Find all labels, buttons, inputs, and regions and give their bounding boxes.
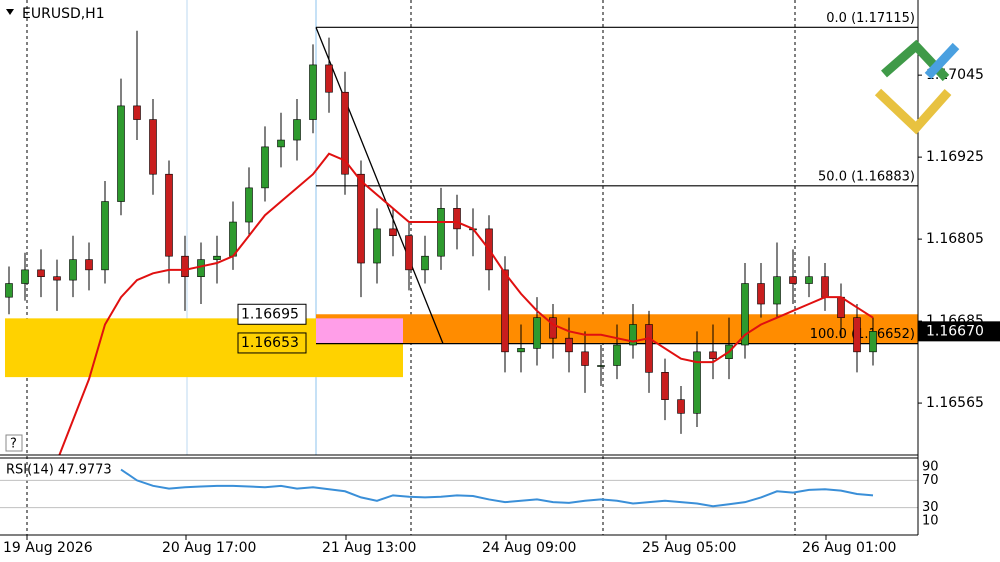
candle-body — [37, 269, 45, 277]
menu-arrow[interactable] — [6, 9, 14, 15]
x-tick-label: 21 Aug 13:00 — [322, 540, 416, 556]
y-tick-label: 1.16925 — [926, 149, 984, 165]
help-button[interactable] — [5, 434, 23, 452]
candle-body — [389, 228, 397, 236]
zone-label: 1.16653 — [241, 335, 299, 351]
rsi-line — [120, 468, 874, 508]
help-icon[interactable]: ? — [10, 437, 17, 452]
candle-body — [277, 139, 285, 148]
candle-body — [629, 324, 637, 346]
candle-body — [421, 255, 429, 271]
candle-body — [693, 351, 701, 414]
candle-body — [837, 296, 845, 318]
y-tick-label: 1.16565 — [926, 395, 984, 411]
candle-body — [85, 259, 93, 271]
current-price-label: 1.16670 — [926, 323, 984, 339]
candle-body — [773, 276, 781, 305]
main-panel: 0.0 (1.17115) 50.0 (1.16883) 100.0 (1.1665… — [5, 11, 918, 455]
candle-body — [645, 324, 653, 373]
trend-line — [315, 27, 444, 344]
candle-body — [405, 235, 413, 271]
rsi-tick-label: 10 — [922, 514, 939, 529]
separators — [26, 0, 796, 535]
candle-body — [613, 344, 621, 366]
candle-body — [661, 372, 669, 400]
zone-label: 1.16695 — [241, 306, 299, 322]
candle-body — [373, 228, 381, 264]
candle-body — [261, 146, 269, 189]
fib-label: 100.0 (1.16652) — [810, 327, 915, 342]
x-tick-label: 19 Aug 2026 — [3, 540, 93, 556]
candle-body — [597, 365, 605, 367]
rsi-tick-label: 30 — [922, 500, 939, 515]
candle-body — [133, 105, 141, 120]
current-price-box — [918, 321, 1000, 342]
candle-body — [757, 283, 765, 305]
candle-body — [229, 221, 237, 257]
candle-body — [309, 64, 317, 120]
candle-body — [677, 399, 685, 414]
candle-body — [341, 91, 349, 175]
logo — [874, 39, 960, 135]
candle-body — [821, 276, 829, 298]
candle-body — [117, 105, 125, 202]
candle-body — [549, 317, 557, 339]
moving-average — [58, 152, 874, 455]
candle-body — [69, 259, 77, 281]
logo-shape — [874, 88, 952, 135]
candle-body — [709, 351, 717, 359]
rsi-label: RSI(14) 47.9773 — [6, 463, 112, 478]
candle-body — [181, 255, 189, 277]
candle-body — [245, 187, 253, 223]
candle-body — [325, 64, 333, 93]
candle-body — [517, 348, 525, 353]
candle-body — [501, 269, 509, 353]
candle-body — [197, 259, 205, 277]
candle-body — [53, 276, 61, 281]
candle-body — [533, 317, 541, 349]
pink-zone — [316, 318, 403, 343]
candle-body — [565, 337, 573, 353]
candle-body — [869, 331, 877, 353]
candle-body — [805, 276, 813, 284]
candle-body — [21, 269, 29, 284]
candle-body — [165, 173, 173, 257]
chart-title: EURUSD,H1 — [22, 6, 105, 22]
fib-label: 0.0 (1.17115) — [826, 11, 915, 26]
x-tick-label: 25 Aug 05:00 — [642, 540, 736, 556]
y-tick-label: 1.16805 — [926, 231, 984, 247]
candle-body — [5, 283, 13, 298]
x-tick-label: 26 Aug 01:00 — [802, 540, 896, 556]
rsi-tick-label: 70 — [922, 473, 939, 488]
rsi-tick-label: 90 — [922, 459, 939, 474]
x-tick-label: 20 Aug 17:00 — [162, 540, 256, 556]
candle-body — [741, 283, 749, 346]
zone-label-box — [237, 303, 307, 325]
candle-body — [101, 201, 109, 271]
candle-body — [789, 276, 797, 284]
fib-label: 50.0 (1.16883) — [818, 169, 915, 184]
candle-body — [853, 317, 861, 353]
zone-label-box — [237, 332, 307, 354]
plot: 0.0 (1.17115) 50.0 (1.16883) 100.0 (1.1665… — [0, 11, 1000, 556]
candle-body — [149, 119, 157, 175]
candle-body — [213, 255, 221, 260]
candle-body — [293, 119, 301, 141]
candle-body — [453, 208, 461, 230]
candle-body — [437, 208, 445, 257]
x-tick-label: 24 Aug 09:00 — [482, 540, 576, 556]
logo-shape — [924, 42, 960, 80]
candle-body — [581, 351, 589, 366]
candle-body — [357, 173, 365, 264]
